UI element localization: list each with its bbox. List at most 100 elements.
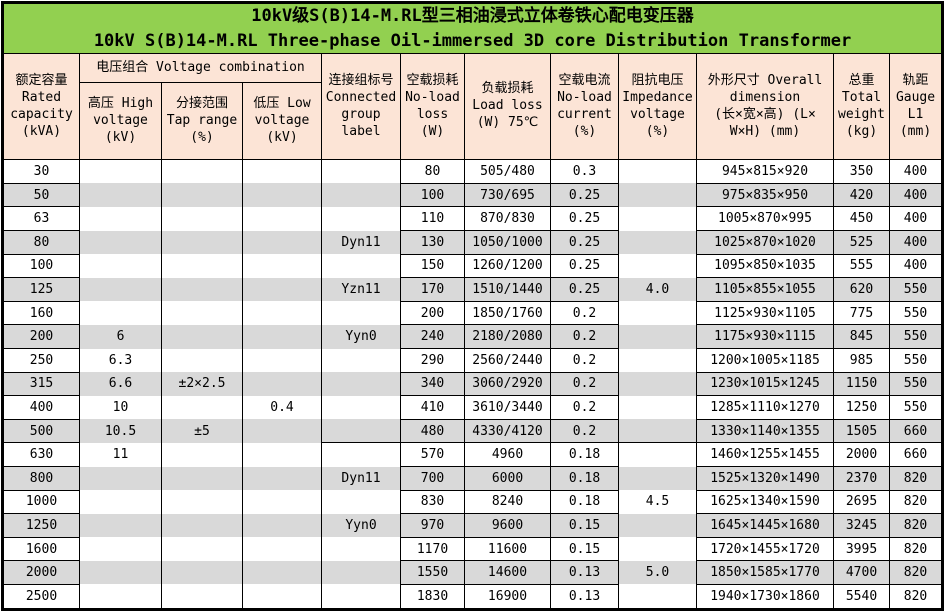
cell-impedance-voltage [618, 183, 697, 207]
cell-gauge: 820 [888, 560, 944, 585]
cell-high-voltage [79, 490, 162, 514]
cell-overall-dimension: 1525×1320×1490 [696, 466, 834, 491]
cell-high-voltage [79, 183, 162, 207]
table-row: 1250 Yyn0 970 9600 0.15 1645×1445×1680 3245 820 [2, 513, 944, 538]
cell-gauge: 820 [888, 466, 944, 491]
cell-rated-capacity: 200 [2, 324, 80, 350]
header-voltage-combination: 电压组合 Voltage combination [79, 53, 322, 84]
cell-overall-dimension: 1940×1730×1860 [696, 583, 834, 610]
cell-no-load-current: 0.25 [550, 206, 619, 232]
cell-low-voltage [242, 254, 322, 278]
cell-load-loss: 3610/3440 [464, 395, 551, 420]
cell-total-weight: 525 [833, 230, 890, 255]
cell-connected-group [321, 372, 401, 396]
cell-no-load-current: 0.15 [550, 513, 619, 538]
cell-tap-range [161, 183, 243, 207]
cell-gauge: 550 [888, 300, 944, 326]
table-row: 500 10.5 ±5 480 4330/4120 0.2 1330×1140×1355 15… [2, 418, 944, 444]
cell-tap-range [161, 301, 243, 325]
header-tap-range: 分接范围 Tap range (%) [161, 82, 243, 161]
cell-no-load-loss: 1170 [400, 536, 465, 562]
table-row: 63 110 870/830 0.25 1005×870×995 450 400 [2, 206, 944, 232]
cell-no-load-loss: 340 [400, 371, 465, 397]
header-high-voltage: 高压 High voltage (kV) [79, 82, 162, 161]
table-row: 80 Dyn11 130 1050/1000 0.25 1025×870×1020 525 4… [2, 230, 944, 255]
cell-tap-range [161, 324, 243, 349]
cell-no-load-loss: 290 [400, 348, 465, 373]
cell-rated-capacity: 630 [2, 442, 80, 467]
cell-low-voltage [242, 560, 322, 585]
cell-no-load-current: 0.25 [550, 253, 619, 279]
cell-connected-group: Yzn11 [321, 277, 401, 302]
cell-no-load-loss: 130 [400, 230, 465, 255]
cell-low-voltage [242, 324, 322, 349]
cell-total-weight: 350 [833, 159, 890, 184]
cell-no-load-current: 0.25 [550, 277, 619, 302]
cell-overall-dimension: 1005×870×995 [696, 206, 834, 232]
cell-gauge: 400 [888, 182, 944, 208]
cell-low-voltage [242, 584, 322, 610]
table-row: 315 6.6 ±2×2.5 340 3060/2920 0.2 1230×1015×124… [2, 371, 944, 397]
cell-impedance-voltage [618, 159, 697, 184]
cell-tap-range [161, 560, 243, 585]
title-row: 10kV级S(B)14-M.RL型三相油浸式立体卷铁心配电变压器 10kV S(… [1, 1, 944, 55]
cell-load-loss: 730/695 [464, 182, 551, 208]
cell-high-voltage: 6 [79, 324, 162, 349]
cell-tap-range: ±2×2.5 [161, 372, 243, 396]
cell-total-weight: 3995 [833, 536, 890, 562]
cell-connected-group [321, 584, 401, 610]
table-row: 160 200 1850/1760 0.2 1125×930×1105 775 550 [2, 300, 944, 326]
cell-no-load-loss: 110 [400, 206, 465, 232]
cell-no-load-loss: 150 [400, 253, 465, 279]
cell-load-loss: 8240 [464, 489, 551, 515]
table-row: 400 10 0.4 410 3610/3440 0.2 1285×1110×1270 125… [2, 395, 944, 420]
header-row-top: 额定容量 Rated capacity (kVA) 电压组合 Voltage c… [2, 53, 944, 161]
cell-load-loss: 1510/1440 [464, 277, 551, 302]
cell-high-voltage: 11 [79, 442, 162, 467]
cell-total-weight: 450 [833, 206, 890, 232]
cell-high-voltage [79, 466, 162, 491]
cell-rated-capacity: 50 [2, 182, 80, 208]
cell-no-load-loss: 240 [400, 324, 465, 350]
cell-total-weight: 3245 [833, 513, 890, 538]
cell-tap-range [161, 513, 243, 538]
cell-overall-dimension: 1625×1340×1590 [696, 489, 834, 515]
cell-low-voltage [242, 230, 322, 255]
table-title: 10kV级S(B)14-M.RL型三相油浸式立体卷铁心配电变压器 10kV S(… [1, 1, 944, 55]
table-title-en: 10kV S(B)14-M.RL Three-phase Oil-immerse… [93, 30, 852, 51]
cell-load-loss: 2560/2440 [464, 348, 551, 373]
cell-no-load-current: 0.18 [550, 466, 619, 491]
table-row: 200 6 Yyn0 240 2180/2080 0.2 1175×930×1115 845 5… [2, 324, 944, 350]
cell-impedance-voltage [618, 348, 697, 373]
header-load-loss: 负载损耗 Load loss (W) 75℃ [464, 53, 551, 161]
cell-impedance-voltage [618, 254, 697, 278]
cell-tap-range [161, 348, 243, 373]
cell-gauge: 550 [888, 371, 944, 397]
cell-connected-group [321, 159, 401, 184]
cell-total-weight: 1250 [833, 395, 890, 420]
cell-no-load-loss: 1550 [400, 560, 465, 585]
cell-rated-capacity: 125 [2, 277, 80, 302]
cell-rated-capacity: 1250 [2, 513, 80, 538]
cell-low-voltage: 0.4 [242, 395, 322, 420]
cell-no-load-loss: 830 [400, 489, 465, 515]
cell-no-load-current: 0.2 [550, 300, 619, 326]
table-body: 30 80 505/480 0.3 945×815×920 350 400 50 100 730/… [2, 159, 944, 610]
cell-impedance-voltage [618, 513, 697, 538]
cell-total-weight: 555 [833, 253, 890, 279]
cell-impedance-voltage: 4.0 [618, 277, 697, 302]
cell-low-voltage [242, 301, 322, 325]
cell-no-load-current: 0.25 [550, 230, 619, 255]
cell-gauge: 660 [888, 442, 944, 467]
header-impedance-voltage: 阻抗电压 Impedance voltage (%) [618, 53, 697, 161]
cell-impedance-voltage [618, 442, 697, 467]
cell-overall-dimension: 1105×855×1055 [696, 277, 834, 302]
cell-connected-group [321, 348, 401, 373]
cell-high-voltage: 10 [79, 395, 162, 420]
cell-rated-capacity: 160 [2, 300, 80, 326]
cell-total-weight: 775 [833, 300, 890, 326]
cell-rated-capacity: 800 [2, 466, 80, 491]
cell-low-voltage [242, 159, 322, 184]
cell-tap-range: ±5 [161, 419, 243, 443]
